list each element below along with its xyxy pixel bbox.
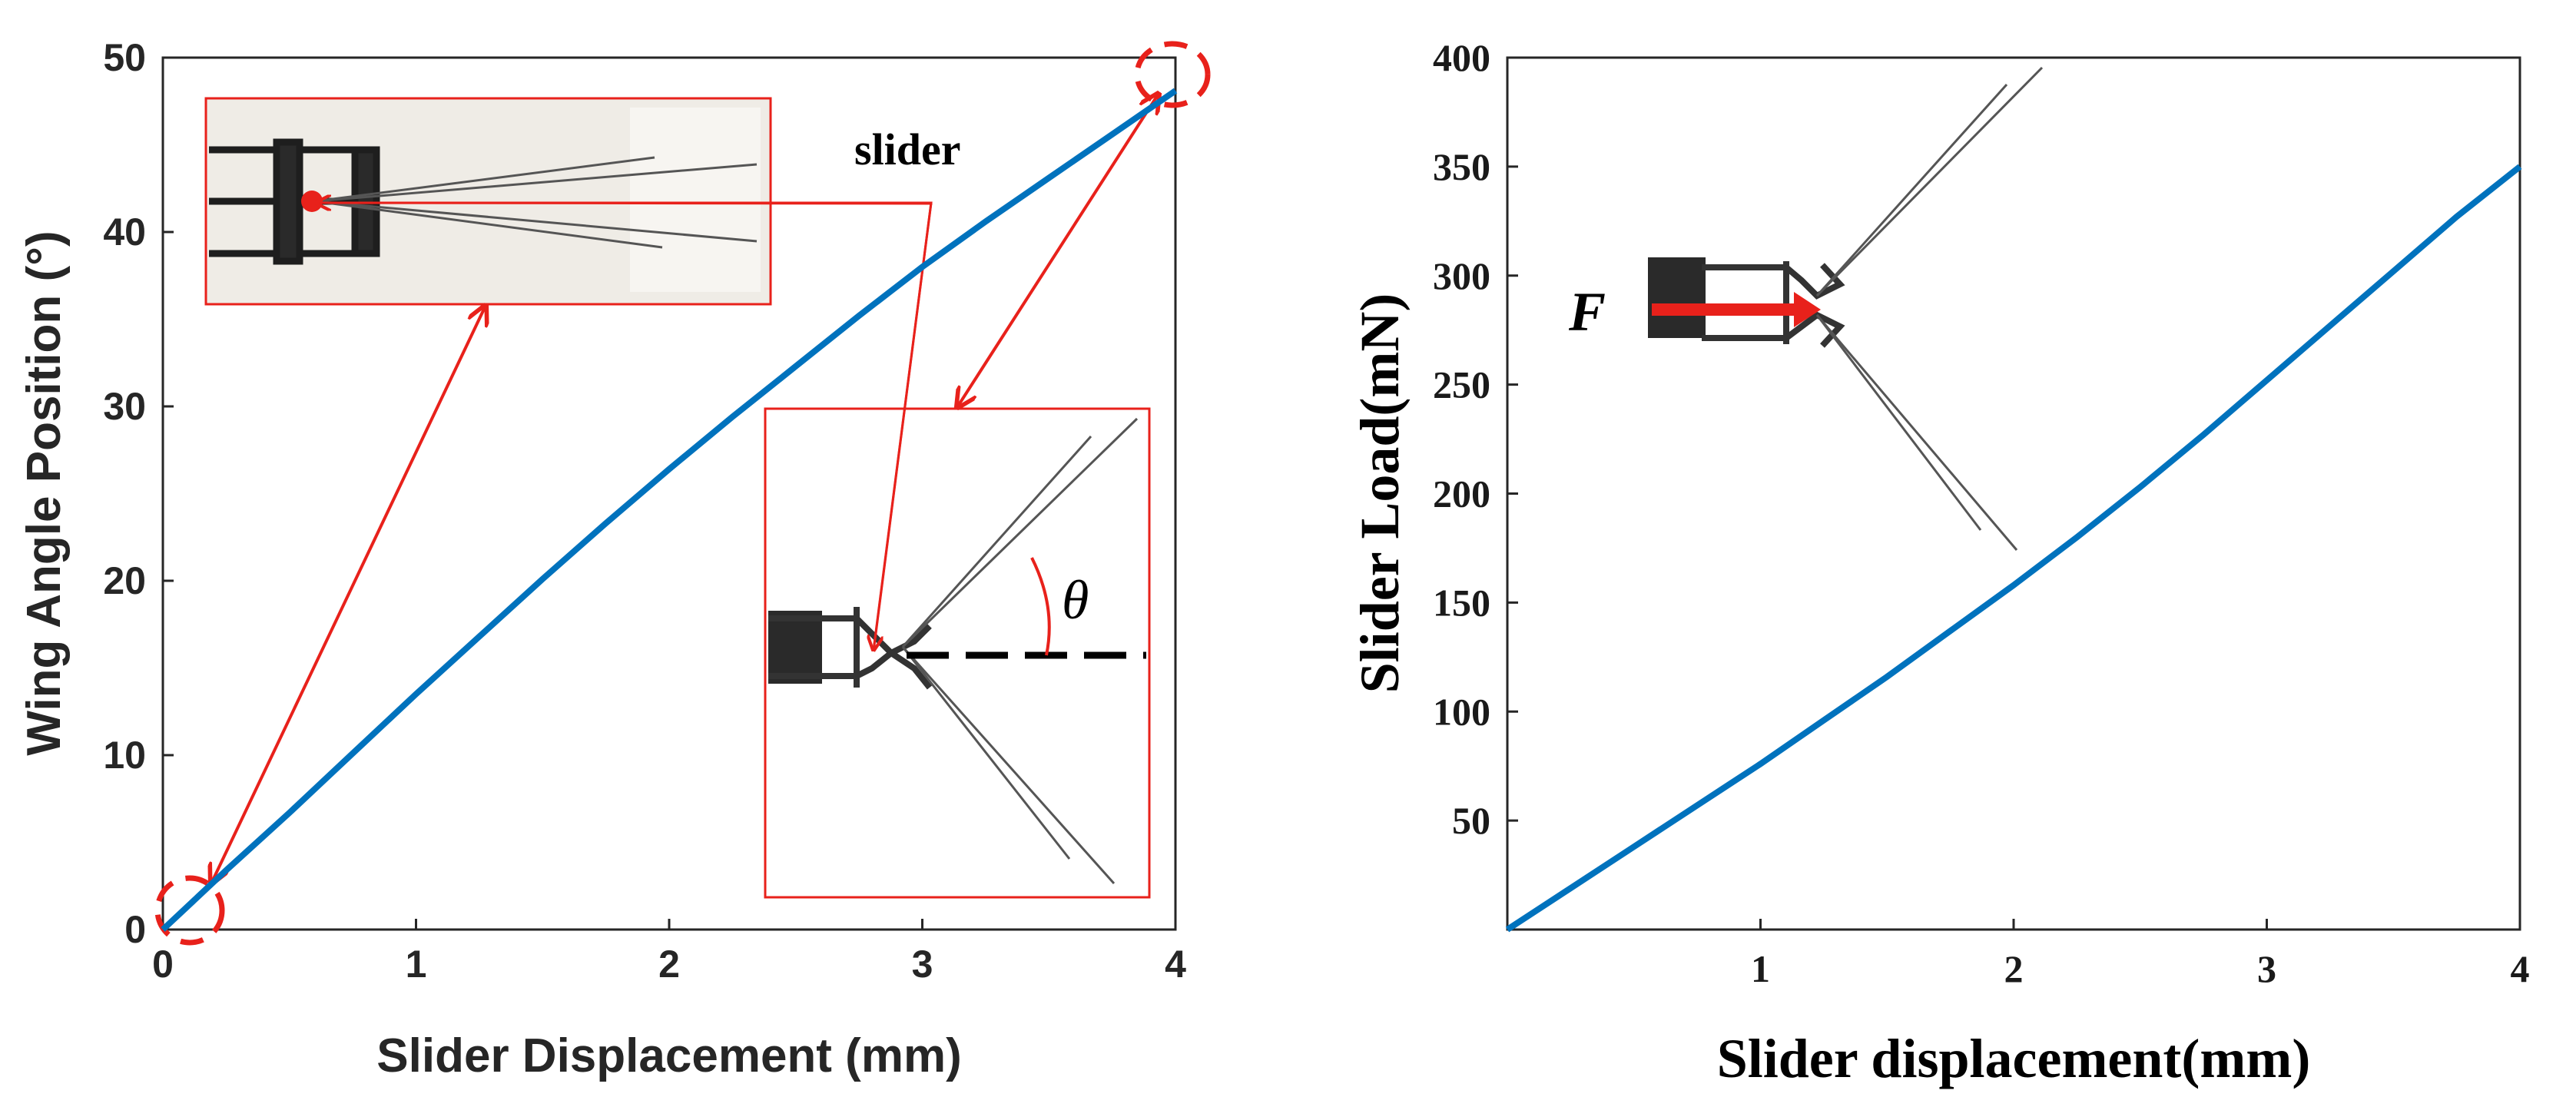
y-tick-label: 350: [1433, 145, 1490, 188]
wing-angle-chart: 0 1 2 3 4 0 10 20 30 40 50 Slider Displacement (m…: [18, 36, 1211, 1082]
deflected-wing-strands-icon: [901, 417, 1139, 884]
x-tick-label: 2: [658, 943, 680, 986]
wing-angle-series-line: [161, 88, 1178, 932]
mechanism-linkage-icon: [768, 607, 933, 690]
y-tick-label: 200: [1433, 472, 1490, 515]
end-callout-arrow: [957, 94, 1159, 407]
x-tick-label: 3: [912, 943, 933, 986]
y-tick-label: 400: [1433, 36, 1490, 79]
theta-arc: [1030, 557, 1051, 656]
x-tick-label: 4: [1165, 943, 1186, 986]
left-x-axis-label: Slider Displacement (mm): [376, 1029, 961, 1082]
slider-pointer-arrow: [874, 202, 933, 650]
deflected-wing-strands-icon: [1815, 66, 2044, 551]
x-tick-label: 2: [2004, 947, 2024, 990]
right-y-ticks: 50 100 150 200 250 300 350 400: [1433, 36, 1518, 842]
x-tick-label: 1: [406, 943, 427, 986]
y-tick-label: 20: [103, 559, 146, 602]
left-y-ticks: 0 10 20 30 40 50: [103, 36, 174, 951]
slider-label: slider: [854, 124, 961, 174]
y-tick-label: 30: [103, 385, 146, 428]
y-tick-label: 0: [124, 908, 146, 951]
start-point-marker: [154, 875, 225, 946]
slider-load-chart: 1 2 3 4 50 100 150 200 250 300 350 400 Slider disp…: [1349, 36, 2530, 1089]
y-tick-label: 50: [103, 36, 146, 79]
x-tick-label: 3: [2257, 947, 2276, 990]
y-tick-label: 40: [103, 210, 146, 254]
inset-photo-load: F: [1568, 66, 2044, 551]
slider-load-series-line: [1505, 164, 2522, 933]
x-tick-label: 0: [152, 943, 174, 986]
right-plot-area: [1506, 56, 2521, 931]
left-x-ticks: 0 1 2 3 4: [152, 919, 1186, 986]
y-tick-label: 250: [1433, 363, 1490, 406]
motor-icon: [768, 611, 822, 684]
start-callout-arrow: [211, 306, 486, 883]
y-tick-label: 100: [1433, 690, 1490, 733]
x-tick-label: 1: [1751, 947, 1770, 990]
wing-strands-icon: [314, 156, 758, 249]
y-tick-label: 150: [1433, 581, 1490, 624]
right-x-axis-label: Slider displacement(mm): [1717, 1028, 2311, 1089]
y-tick-label: 50: [1452, 799, 1490, 842]
inset-photo-initial: [204, 97, 772, 306]
y-tick-label: 10: [103, 734, 146, 777]
left-y-axis-label: Wing Angle Position (°): [18, 230, 71, 755]
force-symbol: F: [1568, 281, 1606, 343]
force-arrow-head: [1794, 292, 1821, 327]
y-tick-label: 300: [1433, 254, 1490, 297]
motor-icon: [1648, 257, 1706, 338]
end-point-marker: [1134, 41, 1211, 108]
x-tick-label: 4: [2511, 947, 2530, 990]
theta-symbol: θ: [1062, 569, 1089, 631]
right-y-axis-label: Slider Load(mN): [1349, 293, 1411, 694]
inset-photo-deflected: θ: [764, 407, 1151, 899]
right-x-ticks: 1 2 3 4: [1751, 919, 2530, 990]
